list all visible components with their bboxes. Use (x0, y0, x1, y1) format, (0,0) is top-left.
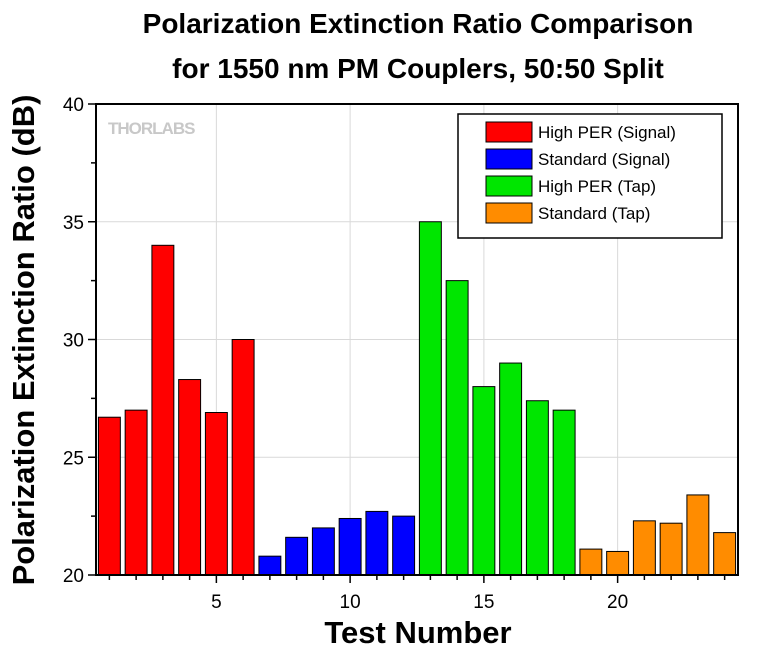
bars (97, 221, 737, 576)
x-tick-label: 15 (473, 592, 494, 613)
axis-ticks: 5 10 15 20 20 25 30 35 40 (63, 95, 726, 613)
bar (204, 412, 228, 576)
legend-label: Standard (Tap) (538, 204, 650, 223)
chart-title-line-1: Polarization Extinction Ratio Comparison (143, 8, 694, 39)
bar (97, 416, 121, 576)
bar (659, 522, 683, 576)
bar (632, 520, 656, 576)
legend: High PER (Signal) Standard (Signal) High P… (457, 113, 723, 239)
bar (606, 550, 630, 576)
bar (285, 536, 309, 576)
y-tick-label: 25 (63, 448, 84, 469)
bar (525, 400, 549, 576)
x-tick-label: 10 (340, 592, 361, 613)
legend-swatch (485, 202, 533, 224)
legend-swatch (485, 121, 533, 143)
bar (365, 510, 389, 576)
y-tick-label: 40 (63, 95, 84, 116)
bar (151, 244, 175, 576)
bar (231, 339, 255, 576)
x-tick-label: 20 (607, 592, 628, 613)
bar (124, 409, 148, 576)
bar (418, 221, 442, 576)
bar (686, 494, 710, 576)
bar (713, 532, 737, 576)
legend-swatch (485, 148, 533, 170)
legend-label: High PER (Tap) (538, 177, 656, 196)
bar (311, 527, 335, 576)
legend-label: High PER (Signal) (538, 123, 676, 142)
y-axis-title: Polarization Extinction Ratio (dB) (6, 95, 41, 586)
bar (499, 362, 523, 576)
bar (392, 515, 416, 576)
x-tick-label: 5 (211, 592, 222, 613)
thorlabs-watermark: THORLABS (108, 119, 195, 138)
bar (472, 386, 496, 576)
bar (552, 409, 576, 576)
legend-swatch (485, 175, 533, 197)
bar (579, 548, 603, 576)
bar (258, 555, 282, 576)
y-tick-label: 35 (63, 213, 84, 234)
x-axis-title: Test Number (324, 615, 511, 650)
chart-title-line-2: for 1550 nm PM Couplers, 50:50 Split (172, 53, 664, 84)
y-tick-label: 20 (63, 566, 84, 587)
bar (178, 379, 202, 576)
legend-label: Standard (Signal) (538, 150, 670, 169)
y-tick-label: 30 (63, 331, 84, 352)
bar (338, 517, 362, 576)
bar (445, 280, 469, 576)
